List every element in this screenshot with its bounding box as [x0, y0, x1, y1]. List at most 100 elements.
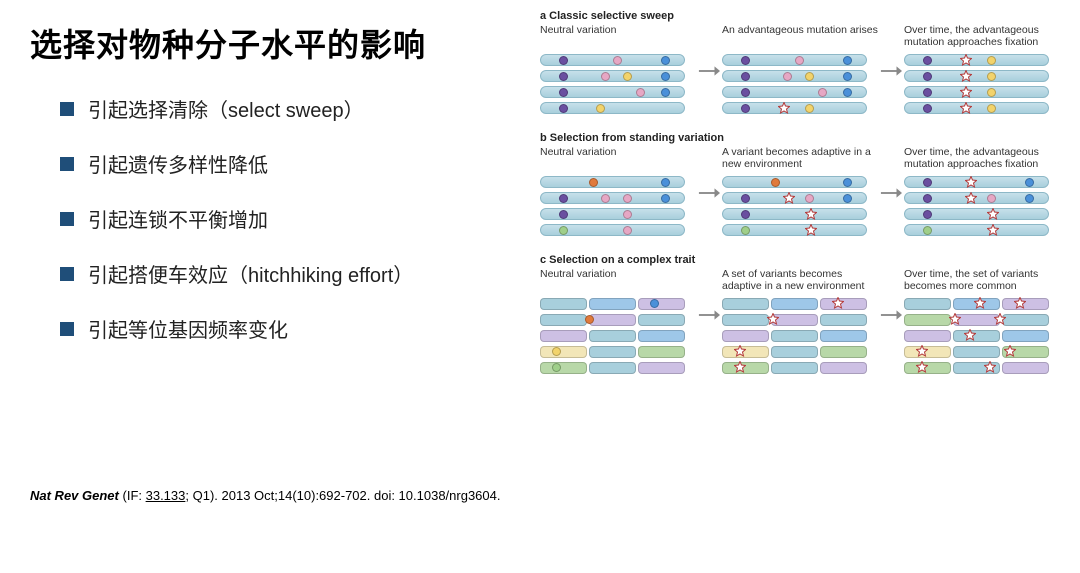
- star-icon: [960, 102, 972, 114]
- star-icon: [960, 86, 972, 98]
- panel-stage: Neutral variation: [540, 24, 696, 114]
- chromosome-segment: [820, 362, 867, 374]
- panel-stage: A variant becomes adaptive in a new envi…: [722, 146, 878, 236]
- chromosome: [540, 70, 685, 82]
- star-icon: [987, 208, 999, 220]
- bullet-square-icon: [60, 157, 74, 171]
- arrow-icon: [696, 268, 722, 322]
- allele-dot: [596, 104, 605, 113]
- allele-dot: [559, 88, 568, 97]
- star-icon: [767, 313, 779, 325]
- star-icon: [949, 313, 961, 325]
- allele-dot: [923, 194, 932, 203]
- bullet-text: 引起搭便车效应（hitchhiking effort）: [88, 259, 413, 288]
- chromosome: [722, 176, 867, 188]
- allele-dot: [613, 56, 622, 65]
- allele-dot: [987, 88, 996, 97]
- panel-stage: Neutral variation: [540, 268, 696, 374]
- figure-panel: c Selection on a complex traitNeutral va…: [540, 254, 1060, 374]
- chromosome: [722, 54, 867, 66]
- allele-dot: [552, 363, 561, 372]
- allele-dot: [843, 178, 852, 187]
- allele-dot: [771, 178, 780, 187]
- chromosome: [540, 346, 685, 358]
- star-icon: [964, 329, 976, 341]
- allele-dot: [843, 56, 852, 65]
- allele-dot: [559, 72, 568, 81]
- chromosome-segment: [540, 346, 587, 358]
- chromosome: [540, 86, 685, 98]
- chromosome: [540, 298, 685, 310]
- chromosome: [904, 86, 1049, 98]
- figure-column: a Classic selective sweepNeutral variati…: [540, 0, 1080, 573]
- chromosome-segment: [953, 346, 1000, 358]
- bullet-item: 引起搭便车效应（hitchhiking effort）: [60, 259, 530, 288]
- chromosome: [722, 346, 867, 358]
- allele-dot: [923, 178, 932, 187]
- allele-dot: [741, 226, 750, 235]
- chromosome-segment: [540, 298, 587, 310]
- allele-dot: [661, 88, 670, 97]
- stage-label: An advantageous mutation arises: [722, 24, 878, 50]
- allele-dot: [636, 88, 645, 97]
- bullet-text: 引起选择清除（select sweep）: [88, 94, 364, 123]
- allele-dot: [661, 194, 670, 203]
- arrow-icon: [878, 268, 904, 322]
- allele-dot: [559, 226, 568, 235]
- arrow-icon: [696, 146, 722, 200]
- star-icon: [994, 313, 1006, 325]
- chromosome-segment: [771, 346, 818, 358]
- chromosome-segment: [771, 362, 818, 374]
- star-icon: [778, 102, 790, 114]
- allele-dot: [741, 72, 750, 81]
- allele-dot: [601, 194, 610, 203]
- panel-row: Neutral variationA variant becomes adapt…: [540, 146, 1060, 236]
- chromosome-segment: [820, 330, 867, 342]
- chromosome: [904, 208, 1049, 220]
- allele-dot: [623, 226, 632, 235]
- chromosome: [722, 314, 867, 326]
- chromosome-segment: [589, 346, 636, 358]
- allele-dot: [987, 72, 996, 81]
- chromosome-segment: [820, 346, 867, 358]
- slide-title: 选择对物种分子水平的影响: [30, 20, 530, 66]
- chromosome-segment: [638, 346, 685, 358]
- arrow-icon: [696, 24, 722, 78]
- allele-dot: [987, 104, 996, 113]
- citation-journal: Nat Rev Genet: [30, 488, 119, 503]
- allele-dot: [559, 210, 568, 219]
- chromosome-segment: [1002, 362, 1049, 374]
- star-icon: [1014, 297, 1026, 309]
- allele-dot: [805, 194, 814, 203]
- citation-rest: 2013 Oct;14(10):692-702. doi: 10.1038/nr…: [222, 488, 501, 503]
- star-icon: [832, 297, 844, 309]
- allele-dot: [559, 194, 568, 203]
- allele-dot: [843, 88, 852, 97]
- citation: Nat Rev Genet (IF: 33.133; Q1). 2013 Oct…: [30, 488, 501, 503]
- chromosome: [540, 208, 685, 220]
- chromosome: [722, 192, 867, 204]
- star-icon: [805, 208, 817, 220]
- star-icon: [805, 224, 817, 236]
- star-icon: [734, 361, 746, 373]
- star-icon: [984, 361, 996, 373]
- star-icon: [974, 297, 986, 309]
- allele-dot: [923, 104, 932, 113]
- stage-label: Over time, the advantageous mutation app…: [904, 24, 1060, 50]
- arrow-icon: [878, 146, 904, 200]
- chromosome-segment: [638, 298, 685, 310]
- chromosome: [722, 70, 867, 82]
- allele-dot: [661, 72, 670, 81]
- star-icon: [916, 361, 928, 373]
- allele-dot: [661, 56, 670, 65]
- stage-label: Neutral variation: [540, 268, 696, 294]
- allele-dot: [661, 178, 670, 187]
- star-icon: [916, 345, 928, 357]
- chromosome-stack: [722, 176, 878, 236]
- chromosome-segment: [820, 314, 867, 326]
- bullet-text: 引起等位基因频率变化: [88, 314, 288, 343]
- chromosome: [904, 176, 1049, 188]
- allele-dot: [623, 72, 632, 81]
- chromosome-segment: [589, 314, 636, 326]
- chromosome-stack: [722, 54, 878, 114]
